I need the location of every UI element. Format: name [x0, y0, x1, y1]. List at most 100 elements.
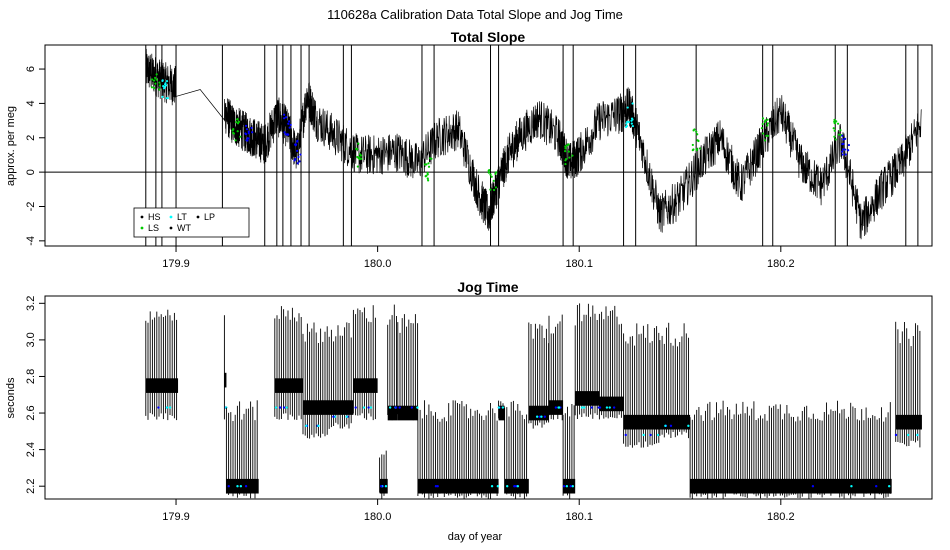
jog-marker — [367, 406, 370, 409]
calibration-point — [232, 131, 235, 135]
y-tick-label: 2.8 — [25, 369, 37, 384]
total-slope-data — [45, 45, 932, 246]
x-tick-label: 180.1 — [565, 258, 593, 270]
calibration-point — [158, 84, 161, 87]
legend-box — [133, 207, 250, 238]
jog-marker — [894, 433, 898, 437]
calibration-point — [761, 132, 765, 135]
jog-time-plot-frame — [44, 295, 933, 500]
calibration-point — [162, 87, 166, 90]
legend-label-ls: LS — [148, 223, 159, 233]
calibration-point — [571, 154, 574, 157]
calibration-point — [630, 119, 633, 122]
legend-marker-wt — [169, 226, 173, 230]
y-tick-label: 4 — [25, 100, 37, 106]
jog-marker — [664, 424, 667, 428]
jog-segment — [387, 304, 398, 421]
calibration-point — [245, 128, 249, 131]
jog-base-band — [599, 396, 624, 412]
calibration-point — [691, 143, 694, 147]
jog-marker — [687, 424, 690, 428]
calibration-point — [356, 165, 359, 168]
calibration-point — [839, 129, 842, 132]
calibration-point — [766, 118, 769, 121]
calibration-point — [492, 188, 496, 192]
calibration-point — [626, 106, 629, 109]
calibration-point — [161, 95, 164, 98]
calibration-point — [564, 162, 567, 166]
calibration-point — [235, 121, 238, 124]
jog-marker — [612, 406, 616, 409]
calibration-point — [358, 156, 361, 159]
jog-marker — [279, 406, 282, 409]
calibration-point — [289, 123, 292, 127]
calibration-point — [626, 120, 629, 123]
calibration-point — [426, 177, 429, 180]
y-tick-label: -2 — [25, 202, 37, 212]
calibration-point — [236, 130, 239, 133]
jog-base-band — [387, 405, 398, 421]
jog-marker — [398, 406, 401, 409]
calibration-point — [695, 130, 698, 133]
x-tick-label: 180.2 — [767, 258, 795, 270]
jog-base-band — [575, 391, 600, 406]
jog-base-band — [498, 405, 505, 421]
calibration-point — [494, 186, 498, 189]
jog-segment — [623, 323, 660, 448]
calibration-point — [495, 171, 498, 174]
calibration-point — [250, 126, 253, 129]
jog-marker — [388, 406, 392, 409]
total-slope-panel: Total Slope 179.9 180.0 180.1 180.2 -4 -2 0 2 4… — [5, 29, 933, 270]
calibration-point — [283, 117, 286, 120]
calibration-point — [766, 134, 770, 137]
jog-marker — [669, 424, 673, 428]
jog-segment — [328, 322, 354, 429]
jog-time-panel: Jog Time 179.9 180.0 180.1 180.2 2.22.42.62… — [5, 279, 933, 543]
calibration-point — [288, 126, 291, 129]
y-tick-label: 0 — [25, 169, 37, 175]
jog-base-band — [224, 372, 227, 388]
total-slope-series — [145, 48, 922, 240]
y-tick-label: 6 — [25, 66, 37, 72]
figure-title: 110628a Calibration Data Total Slope and… — [327, 7, 623, 22]
legend-marker-hs — [140, 215, 144, 219]
calibration-point — [761, 117, 765, 120]
calibration-point — [565, 144, 568, 147]
calibration-point — [833, 135, 836, 138]
calibration-point — [568, 156, 571, 159]
jog-marker — [565, 484, 569, 488]
calibration-point — [697, 139, 700, 143]
legend-marker-lp — [196, 215, 200, 219]
calibration-point — [299, 153, 302, 156]
jog-marker — [506, 484, 509, 488]
jog-marker — [642, 433, 645, 437]
legend-label-lp: LP — [204, 212, 215, 222]
jog-marker — [649, 433, 652, 437]
calibration-point — [841, 153, 844, 156]
calibration-point — [427, 165, 431, 168]
calibration-point — [285, 116, 288, 119]
calibration-point — [296, 162, 299, 165]
calibration-point — [696, 133, 699, 136]
total-slope-x-axis: 179.9 180.0 180.1 180.2 — [162, 246, 795, 270]
calibration-point — [691, 149, 694, 152]
y-tick-label: 3.0 — [25, 332, 37, 347]
calibration-point — [842, 138, 845, 141]
calibration-point — [154, 76, 157, 79]
calibration-point — [294, 143, 297, 146]
jog-marker — [608, 406, 611, 409]
jog-marker — [906, 433, 910, 437]
jog-marker — [282, 406, 286, 409]
legend-entry-lt: LT — [169, 212, 187, 222]
calibration-point — [832, 127, 835, 130]
calibration-point — [244, 133, 248, 136]
calibration-point — [357, 142, 360, 145]
calibration-point — [564, 147, 567, 150]
jog-segment — [497, 400, 505, 421]
jog-marker — [239, 484, 243, 488]
jog-marker — [598, 406, 602, 409]
calibration-point — [631, 124, 634, 128]
calibration-point — [283, 113, 286, 116]
x-tick-label: 180.0 — [364, 258, 392, 270]
